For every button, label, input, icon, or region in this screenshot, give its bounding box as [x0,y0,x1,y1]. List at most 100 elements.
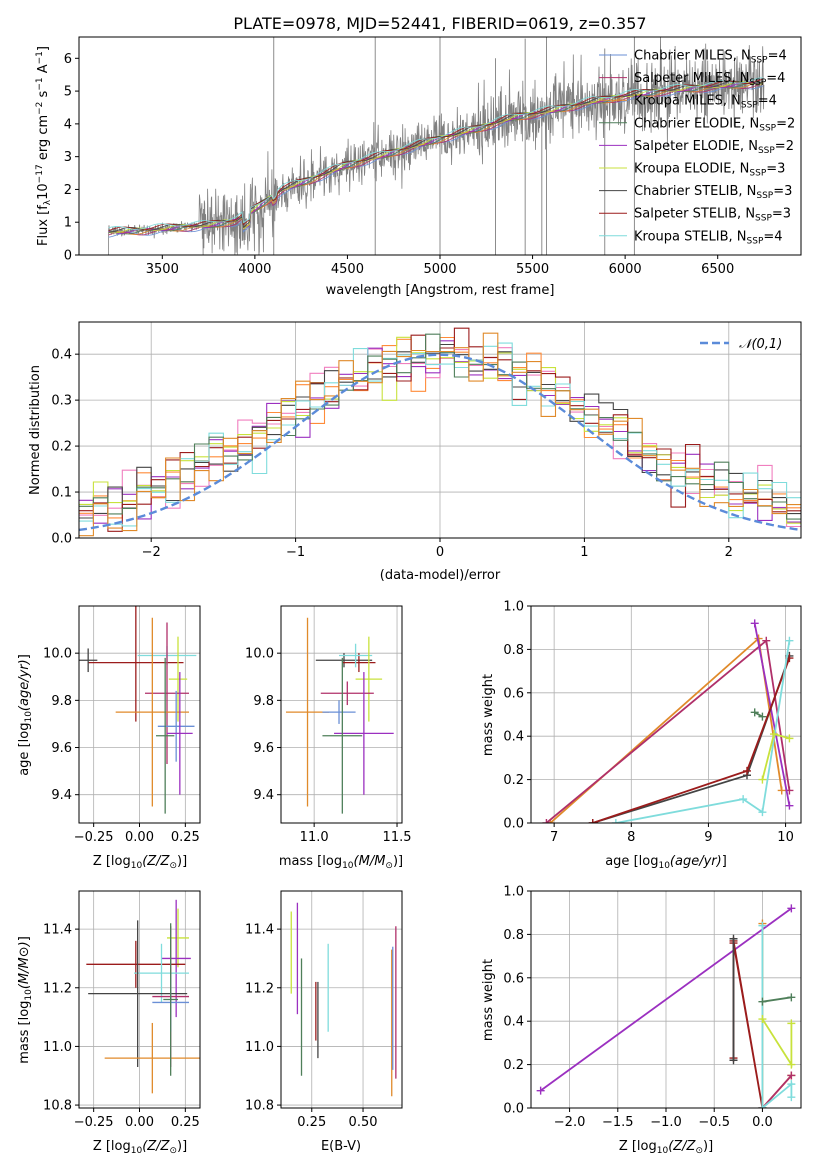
x-tick-label: 0.00 [125,830,154,845]
label-part: =3 [766,162,785,177]
weight-marker [787,1019,796,1028]
y-tick-label: 9.6 [51,741,72,756]
y-tick-label: 0 [64,249,72,264]
histogram-steps [79,332,801,537]
label-part: ] [722,854,727,869]
y-tick-label: 0.6 [503,686,524,701]
weight-marker [785,734,794,743]
weight-line [549,636,783,823]
label-part: =3 [772,207,791,222]
histogram-steps [79,333,801,520]
y-tick-label: 0.2 [51,440,72,455]
x-tick-label: 3500 [146,262,179,277]
figure-title: PLATE=0978, MJD=52441, FIBERID=0619, z=0… [233,14,646,33]
weight-line [761,1074,793,1108]
x-tick-label: −2 [142,545,161,560]
y-axis-label: mass weight [481,674,496,756]
weight-marker [588,819,597,823]
y-axis-label: mass [log10(M/M⊙)] [17,936,34,1064]
y-tick-label: 0.3 [51,394,72,409]
weight-line [754,711,763,718]
x-tick-label: −0.25 [74,1115,114,1130]
weight-marker [758,1015,767,1024]
label-sub: 10 [657,1146,669,1156]
weight-marker [785,636,794,645]
axes-frame [530,605,802,824]
weight-marker [536,1086,545,1095]
weight-marker [770,730,778,739]
y-tick-label: 11.0 [43,1040,72,1055]
y-tick-label: 11.2 [245,981,274,996]
label-sub: 10 [24,711,34,723]
label-part: (Z/Z [668,1139,696,1154]
label-part: ] [17,654,32,659]
x-tick-label: 11.0 [300,830,329,845]
weight-marker [787,904,796,913]
label-sub: ⊙ [385,861,393,871]
label-sub: ⊙ [695,1146,703,1156]
legend-entry: Kroupa STELIB, NSSP=4 [634,229,783,246]
y-axis-label: Normed distribution [28,365,43,495]
weight-vs-metallicity-panel: −2.0 −1.5 −1.0 −0.5 0.0 0.0 0.2 0.4 0.6 0.8 1.0 Z [… [481,885,802,1156]
y-tick-label: 0.8 [503,928,524,943]
y-tick-label: 0.1 [51,486,72,501]
label-part: mass [log [279,854,342,869]
label-sub: SSP [758,146,775,156]
weight-marker [758,775,767,784]
label-sub: ⊙ [169,861,177,871]
y-tick-label: 0.0 [503,817,524,832]
weight-marker [787,1060,796,1069]
legend-entry: Salpeter ELODIE, NSSP=2 [634,139,794,156]
label-part: Salpeter STELIB, N [634,207,755,222]
label-part: )] [703,1139,713,1154]
label-sub: 10 [342,861,354,871]
weight-marker [758,1104,767,1108]
x-tick-label: 0.50 [349,1115,378,1130]
label-part: Salpeter ELODIE, N [634,139,758,154]
label-part: Chabrier STELIB, N [634,184,756,199]
histogram-steps [79,342,801,527]
label-sub: SSP [759,123,776,133]
plot-area [290,902,397,1097]
label-part: erg cm [36,115,51,164]
label-part: age [log [17,723,32,776]
y-tick-label: 10.0 [43,647,72,662]
label-part: (Z/Z [142,854,170,869]
legend-entry: Kroupa MILES, NSSP=4 [634,94,777,111]
weight-line [761,1018,793,1068]
label-sub: 10 [24,989,34,1001]
legend-entry: Kroupa ELODIE, NSSP=3 [634,162,785,179]
label-part: )] [177,854,187,869]
model-fit-line [108,77,764,230]
weight-line [592,655,791,823]
weight-line [540,907,792,1092]
x-axis-label: mass [log10(M/M⊙)] [279,854,403,871]
weight-line [732,940,764,1108]
weight-marker [611,819,620,823]
label-part: Chabrier MILES, N [634,49,751,64]
x-tick-label: 5500 [516,262,549,277]
y-tick-label: 9.6 [253,741,274,756]
x-tick-label: 8 [627,830,635,845]
plot-area [86,899,200,1094]
y-tick-label: 0.8 [503,643,524,658]
x-axis-label: Z [log10(Z/Z⊙)] [93,1139,187,1156]
label-part: (age/yr) [17,659,32,711]
label-part: =2 [775,139,794,154]
label-part: Kroupa ELODIE, N [634,162,749,177]
age-vs-metallicity-panel: −0.25 0.00 0.259.49.69.810.0Z [log10(Z/Z⊙)… [17,605,201,871]
y-tick-label: 10.8 [43,1099,72,1114]
weight-marker [750,708,759,717]
label-sub: ⊙ [169,1146,177,1156]
y-tick-label: 0.4 [503,1015,524,1030]
label-sub: SSP [749,78,766,88]
weight-marker [743,766,751,775]
y-axis-label: mass weight [481,959,496,1041]
label-sub: SSP [741,101,758,111]
legend-entry: Chabrier ELODIE, NSSP=2 [634,116,795,133]
label-part: )] [393,854,403,869]
plot-area [108,37,765,255]
weight-marker [739,795,748,804]
